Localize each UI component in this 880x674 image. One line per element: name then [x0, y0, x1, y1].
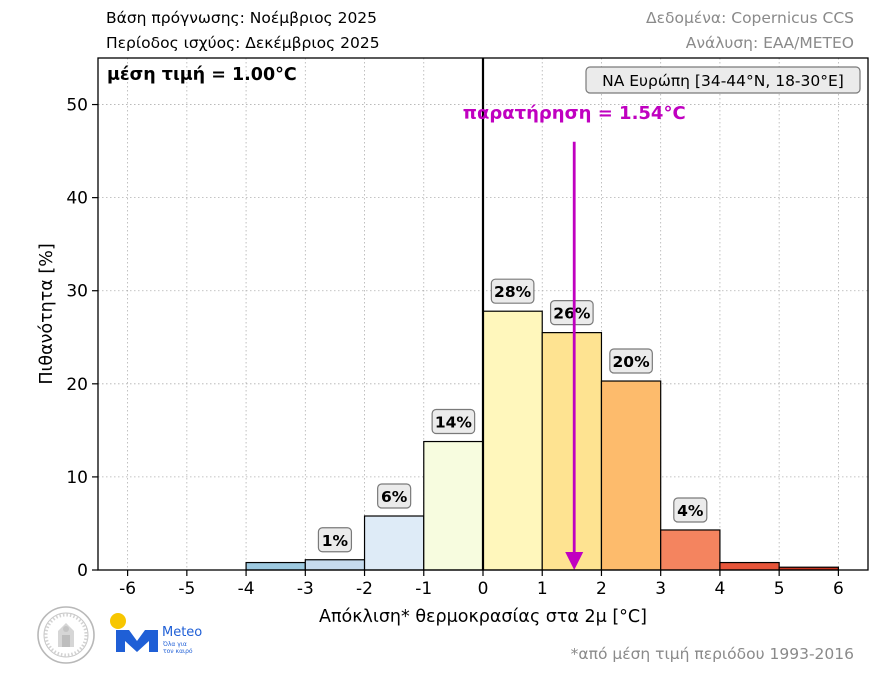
y-tick-label: 20	[66, 375, 88, 395]
region-label-text: ΝΑ Ευρώπη [34-44°N, 18-30°E]	[602, 72, 844, 90]
bar-label-2: 6%	[377, 483, 412, 509]
y-tick-label: 30	[66, 282, 88, 302]
y-tick-label: 40	[66, 189, 88, 209]
bar-label-text: 14%	[435, 414, 473, 432]
meteo-tagline-1: Όλα για	[162, 641, 187, 648]
bar-label-7: 4%	[673, 497, 708, 523]
bar-label-box	[673, 497, 708, 523]
axes: -6 -5 -4 -3 -2 -1 0 1 2 3 4 5 6 0 10 20 30 40 50 Απόκλιση* …	[37, 57, 869, 627]
bar-label-1: 1%	[317, 527, 353, 553]
bar-label-text: 20%	[613, 353, 651, 371]
bar-label-4: 28%	[490, 278, 535, 304]
data-source-label: Δεδομένα: Copernicus CCS	[646, 9, 854, 27]
y-tick-label: 50	[66, 96, 88, 116]
x-tick-label: 5	[774, 579, 785, 599]
x-tick-label: -6	[119, 579, 136, 599]
bar-label-box	[431, 408, 476, 435]
overlays: παρατήρηση = 1.54°C μέση τιμή = 1.00°C ΝΑ …	[107, 58, 861, 570]
bar-label-text: 4%	[677, 502, 704, 520]
bar-label-text: 28%	[494, 283, 532, 301]
analysis-label: Ανάλυση: ΕΑΑ/ΜΕΤΕΟ	[685, 34, 854, 52]
bar-label-text: 1%	[322, 532, 349, 550]
x-tick-label: -4	[238, 579, 255, 599]
x-tick-label: 2	[596, 579, 607, 599]
bar-label-box	[377, 483, 412, 509]
y-tick-label: 10	[66, 468, 88, 488]
bar-7	[660, 529, 721, 571]
bar-5	[541, 332, 603, 571]
region-label: ΝΑ Ευρώπη [34-44°N, 18-30°E]	[585, 66, 861, 94]
x-tick-label: 6	[833, 579, 844, 599]
x-tick-label: 4	[715, 579, 726, 599]
bar-label-6: 20%	[609, 348, 653, 374]
y-axis-label: Πιθανότητα [%]	[37, 243, 57, 384]
bars	[245, 310, 839, 571]
bar-label-5: 26%	[549, 300, 594, 326]
bar-label-box	[317, 527, 353, 553]
observation-arrow-head	[565, 552, 584, 570]
bar-2	[363, 515, 425, 571]
bar-label-text: 26%	[553, 305, 591, 323]
bar-6	[600, 380, 662, 571]
observatory-seal-icon	[37, 606, 95, 664]
bar-0	[245, 561, 306, 571]
x-tick-label: -5	[178, 579, 195, 599]
x-tick-label: 3	[655, 579, 666, 599]
region-label-box	[585, 66, 861, 94]
bar-labels: 1% 6% 14% 28% 26% 20% 4%	[317, 278, 708, 553]
bar-4	[482, 310, 543, 571]
x-tick-label: 0	[478, 579, 489, 599]
bar-label-box	[490, 278, 535, 304]
forecast-base-label: Βάση πρόγνωσης: Νοέμβριος 2025	[106, 9, 378, 27]
sun-icon	[110, 613, 126, 629]
logos: Meteo Όλα για τον καιρό	[37, 606, 202, 664]
bar-8	[719, 561, 780, 571]
y-tick-label: 0	[77, 561, 88, 581]
footnote: *από μέση τιμή περιόδου 1993-2016	[570, 645, 854, 663]
bar-label-3: 14%	[431, 408, 476, 435]
x-tick-label: -2	[356, 579, 373, 599]
x-tick-label: -1	[415, 579, 432, 599]
bar-3	[423, 440, 484, 571]
meteo-logo-icon: Meteo Όλα για τον καιρό	[110, 613, 202, 655]
bar-label-box	[549, 300, 594, 326]
meteo-tagline-2: τον καιρό	[163, 648, 193, 655]
x-tick-label: -3	[297, 579, 314, 599]
bar-label-box	[609, 348, 653, 374]
bar-label-text: 6%	[381, 488, 408, 506]
bar-1	[304, 559, 366, 571]
mean-label: μέση τιμή = 1.00°C	[107, 65, 297, 85]
x-axis-label: Απόκλιση* θερμοκρασίας στα 2μ [°C]	[319, 607, 647, 627]
meteo-brand: Meteo	[162, 625, 202, 640]
x-tick-label: 1	[537, 579, 548, 599]
valid-period-label: Περίοδος ισχύος: Δεκέμβριος 2025	[106, 34, 380, 52]
observation-label: παρατήρηση = 1.54°C	[463, 103, 686, 124]
